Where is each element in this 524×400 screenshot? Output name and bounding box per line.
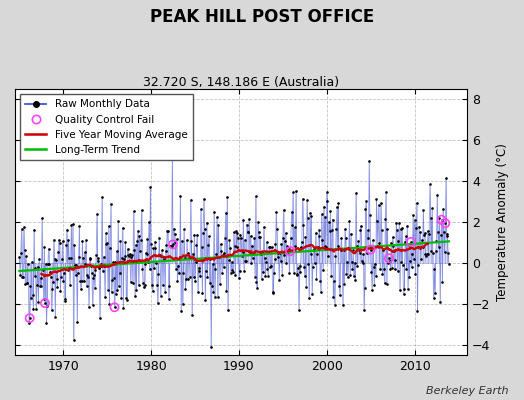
Point: [438, 216, 446, 223]
Point: [26, 315, 34, 321]
Point: [385, 255, 393, 262]
Point: [111, 304, 119, 310]
Point: [366, 246, 375, 253]
Legend: Raw Monthly Data, Quality Control Fail, Five Year Moving Average, Long-Term Tren: Raw Monthly Data, Quality Control Fail, …: [20, 94, 192, 160]
Point: [41, 300, 49, 306]
Point: [441, 220, 450, 226]
Text: PEAK HILL POST OFFICE: PEAK HILL POST OFFICE: [150, 8, 374, 26]
Y-axis label: Temperature Anomaly (°C): Temperature Anomaly (°C): [496, 143, 509, 301]
Point: [286, 248, 294, 254]
Title: 32.720 S, 148.186 E (Australia): 32.720 S, 148.186 E (Australia): [143, 76, 339, 89]
Point: [169, 241, 177, 248]
Point: [407, 239, 415, 245]
Text: Berkeley Earth: Berkeley Earth: [426, 386, 508, 396]
